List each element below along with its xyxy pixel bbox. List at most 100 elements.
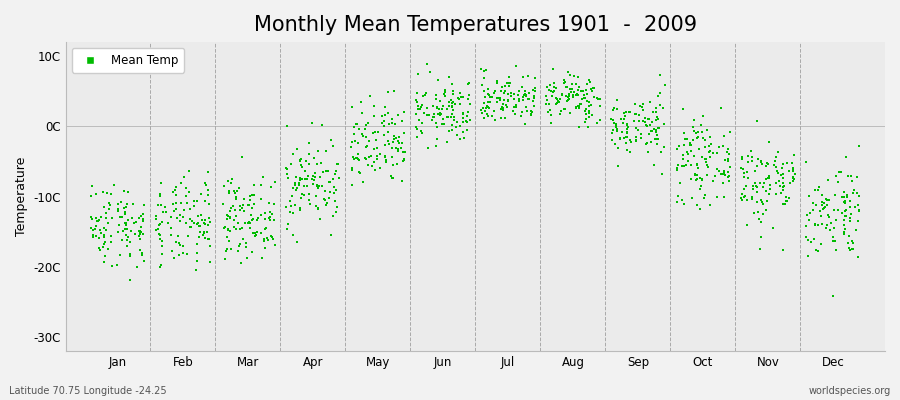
Point: [433, 112, 447, 118]
Point: [544, 120, 558, 126]
Point: [124, 228, 139, 234]
Point: [839, 212, 853, 219]
Point: [430, 105, 445, 112]
Point: [619, 109, 634, 115]
Point: [118, 226, 132, 233]
Point: [435, 106, 449, 112]
Point: [386, 162, 400, 169]
Point: [508, 96, 522, 103]
Point: [581, 102, 596, 109]
Point: [650, 132, 664, 138]
Point: [556, 106, 571, 112]
Point: [94, 214, 108, 220]
Point: [808, 221, 823, 228]
Point: [116, 228, 130, 234]
Point: [96, 231, 111, 238]
Point: [717, 194, 732, 200]
Point: [245, 205, 259, 211]
Point: [723, 128, 737, 135]
Point: [834, 194, 849, 200]
Point: [463, 101, 477, 107]
Point: [649, 108, 663, 115]
Point: [267, 178, 282, 185]
Point: [95, 188, 110, 195]
Point: [114, 214, 129, 220]
Point: [656, 105, 670, 111]
Point: [546, 89, 561, 96]
Point: [105, 214, 120, 221]
Point: [183, 189, 197, 195]
Point: [194, 190, 208, 197]
Point: [345, 104, 359, 110]
Text: Latitude 70.75 Longitude -24.25: Latitude 70.75 Longitude -24.25: [9, 386, 166, 396]
Text: worldspecies.org: worldspecies.org: [809, 386, 891, 396]
Point: [153, 236, 167, 242]
Point: [227, 188, 241, 194]
Point: [305, 173, 320, 179]
Point: [712, 144, 726, 150]
Point: [453, 90, 467, 97]
Point: [526, 98, 541, 104]
Point: [503, 80, 517, 86]
Point: [168, 206, 183, 212]
Point: [610, 145, 625, 152]
Point: [642, 130, 656, 137]
Point: [171, 233, 185, 240]
Point: [436, 116, 451, 122]
Point: [375, 112, 390, 119]
Point: [607, 120, 621, 126]
Point: [580, 98, 594, 105]
Point: [498, 88, 512, 94]
Point: [248, 229, 262, 236]
Point: [781, 168, 796, 174]
Point: [811, 221, 825, 228]
Point: [223, 208, 238, 214]
Point: [168, 184, 183, 190]
Point: [741, 153, 755, 159]
Point: [487, 90, 501, 96]
Point: [365, 130, 380, 136]
Point: [190, 258, 204, 264]
Point: [310, 148, 325, 155]
Point: [710, 150, 724, 156]
Point: [820, 202, 834, 209]
Point: [355, 131, 369, 138]
Point: [511, 92, 526, 98]
Point: [279, 204, 293, 210]
Point: [518, 91, 533, 98]
Point: [197, 229, 211, 236]
Point: [474, 66, 489, 72]
Point: [644, 128, 658, 134]
Point: [760, 175, 775, 182]
Point: [445, 100, 459, 106]
Point: [267, 242, 282, 248]
Point: [255, 255, 269, 262]
Point: [558, 105, 572, 112]
Point: [265, 234, 279, 240]
Point: [452, 96, 466, 103]
Point: [703, 154, 717, 160]
Point: [92, 245, 106, 251]
Point: [96, 259, 111, 265]
Point: [290, 184, 304, 191]
Point: [202, 214, 217, 221]
Point: [842, 233, 857, 239]
Point: [256, 174, 270, 180]
Point: [184, 224, 198, 230]
Point: [438, 87, 453, 93]
Point: [616, 135, 631, 142]
Point: [233, 240, 248, 247]
Point: [353, 170, 367, 176]
Point: [678, 136, 692, 142]
Point: [194, 212, 208, 218]
Point: [608, 140, 622, 147]
Point: [191, 220, 205, 226]
Point: [786, 178, 800, 184]
Point: [437, 89, 452, 96]
Point: [614, 116, 628, 122]
Point: [463, 117, 477, 124]
Point: [328, 168, 343, 174]
Point: [377, 118, 392, 124]
Point: [639, 122, 653, 128]
Point: [759, 188, 773, 194]
